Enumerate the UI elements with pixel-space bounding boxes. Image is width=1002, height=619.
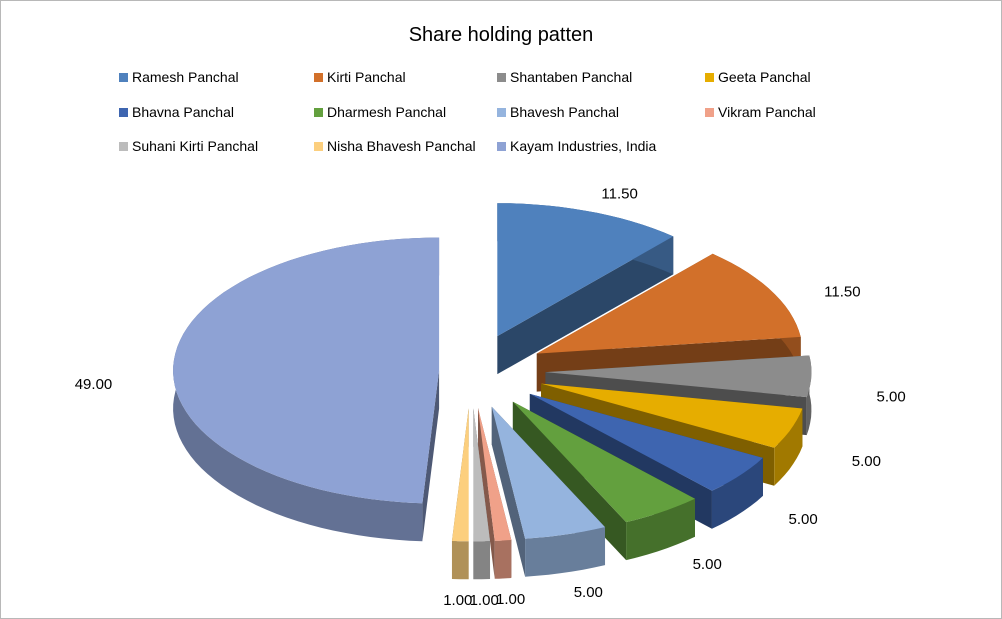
slice-wall xyxy=(626,498,695,561)
legend-label: Bhavesh Panchal xyxy=(510,104,619,120)
pie-slices xyxy=(173,203,812,580)
slice-wall xyxy=(525,527,605,577)
slice-top xyxy=(452,408,469,542)
slice-top xyxy=(478,408,512,541)
legend: Ramesh Panchal Kirti Panchal Shantaben Pan… xyxy=(119,69,816,154)
legend-item-bhavna-panchal: Bhavna Panchal xyxy=(119,104,234,120)
slice-nisha-bhavesh-panchal xyxy=(451,408,469,580)
legend-label: Suhani Kirti Panchal xyxy=(132,138,258,154)
legend-swatch xyxy=(119,108,128,117)
slice-side xyxy=(497,236,674,375)
data-label-kayam-industries-india: 49.00 xyxy=(75,376,113,393)
slice-top xyxy=(173,237,440,504)
slice-vikram-panchal xyxy=(478,408,512,579)
slice-top xyxy=(512,401,695,523)
legend-swatch xyxy=(119,142,128,151)
slice-suhani-kirti-panchal xyxy=(473,408,491,580)
data-labels: 11.5011.505.005.005.005.005.001.001.001.… xyxy=(75,185,906,609)
data-label-suhani-kirti-panchal: 1.00 xyxy=(470,592,499,609)
legend-item-ramesh-panchal: Ramesh Panchal xyxy=(119,69,239,85)
slice-wall xyxy=(711,457,763,529)
slice-wall xyxy=(774,408,803,486)
slice-wall xyxy=(494,540,512,579)
slice-ramesh-panchal xyxy=(497,203,674,375)
legend-item-kirti-panchal: Kirti Panchal xyxy=(314,69,406,85)
legend-item-dharmesh-panchal: Dharmesh Panchal xyxy=(314,104,446,120)
legend-swatch xyxy=(705,108,714,117)
slice-side xyxy=(478,408,495,579)
legend-item-vikram-panchal: Vikram Panchal xyxy=(705,104,816,120)
legend-label: Bhavna Panchal xyxy=(132,104,234,120)
legend-swatch xyxy=(314,142,323,151)
legend-item-kayam-industries-india: Kayam Industries, India xyxy=(497,138,657,154)
legend-item-shantaben-panchal: Shantaben Panchal xyxy=(497,69,632,85)
data-label-dharmesh-panchal: 5.00 xyxy=(693,556,722,573)
slice-kayam-industries-india xyxy=(173,237,440,542)
legend-item-geeta-panchal: Geeta Panchal xyxy=(705,69,811,85)
slice-top xyxy=(545,355,812,398)
slice-top xyxy=(473,408,490,542)
slice-bhavesh-panchal xyxy=(491,406,606,577)
legend-swatch xyxy=(705,73,714,82)
slice-wall xyxy=(473,541,490,580)
data-label-vikram-panchal: 1.00 xyxy=(496,591,525,608)
legend-label: Nisha Bhavesh Panchal xyxy=(327,138,476,154)
legend-item-suhani-kirti-panchal: Suhani Kirti Panchal xyxy=(119,138,258,154)
data-label-nisha-bhavesh-panchal: 1.00 xyxy=(443,592,472,609)
slice-top xyxy=(541,383,803,448)
legend-swatch xyxy=(314,108,323,117)
slice-side xyxy=(422,370,440,542)
legend-label: Vikram Panchal xyxy=(718,104,816,120)
chart-title: Share holding patten xyxy=(409,24,594,46)
legend-label: Dharmesh Panchal xyxy=(327,104,446,120)
legend-item-nisha-bhavesh-panchal: Nisha Bhavesh Panchal xyxy=(314,138,476,154)
legend-label: Shantaben Panchal xyxy=(510,69,632,85)
data-label-ramesh-panchal: 11.50 xyxy=(601,185,637,202)
legend-swatch xyxy=(314,73,323,82)
data-label-bhavesh-panchal: 5.00 xyxy=(574,584,603,601)
legend-swatch xyxy=(119,73,128,82)
legend-label: Kayam Industries, India xyxy=(510,138,657,154)
legend-swatch xyxy=(497,142,506,151)
slice-top xyxy=(529,393,763,491)
legend-label: Kirti Panchal xyxy=(327,69,406,85)
data-label-bhavna-panchal: 5.00 xyxy=(788,511,817,528)
data-label-shantaben-panchal: 5.00 xyxy=(876,389,905,406)
slice-top xyxy=(497,203,674,337)
slice-top xyxy=(491,406,605,539)
legend-swatch xyxy=(497,73,506,82)
legend-label: Geeta Panchal xyxy=(718,69,811,85)
legend-swatch xyxy=(497,108,506,117)
legend-label: Ramesh Panchal xyxy=(132,69,239,85)
legend-item-bhavesh-panchal: Bhavesh Panchal xyxy=(497,104,619,120)
slice-top xyxy=(536,253,801,354)
data-label-geeta-panchal: 5.00 xyxy=(852,453,881,470)
data-label-kirti-panchal: 11.50 xyxy=(824,284,860,301)
slice-wall xyxy=(452,541,469,580)
slice-side xyxy=(491,406,526,577)
